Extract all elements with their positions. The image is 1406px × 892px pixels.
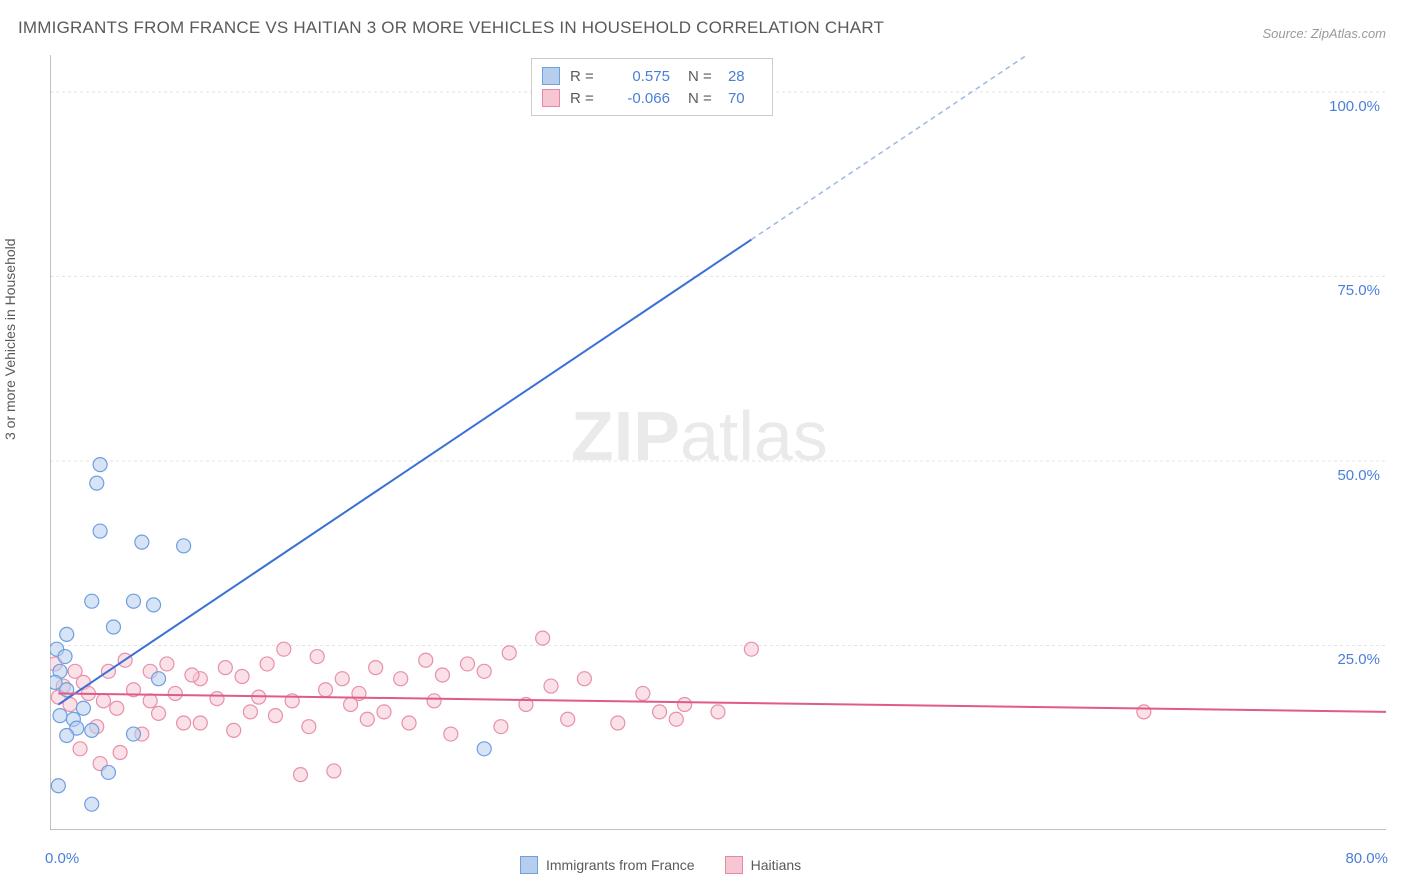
n-label: N = [688,90,718,107]
legend-swatch [542,89,560,107]
legend-row: R = 0.575 N = 28 [542,65,762,87]
plot-area: ZIPatlas 25.0%50.0%75.0%100.0% R =0.575N… [50,55,1386,830]
n-value: 28 [728,68,762,85]
x-axis-min-label: 0.0% [45,850,79,867]
r-label: R = [570,68,598,85]
n-value: 70 [728,90,762,107]
bottom-legend-item: Immigrants from France [520,856,695,874]
x-axis-max-label: 80.0% [1345,850,1388,867]
legend-label: Haitians [751,857,802,873]
legend-swatch [725,856,743,874]
r-value: 0.575 [608,68,670,85]
bottom-legend-item: Haitians [725,856,802,874]
bottom-legend: Immigrants from France Haitians [520,856,801,874]
chart-title: IMMIGRANTS FROM FRANCE VS HAITIAN 3 OR M… [18,18,884,38]
legend-label: Immigrants from France [546,857,695,873]
n-label: N = [688,68,718,85]
y-axis-label: 3 or more Vehicles in Household [2,238,18,440]
legend-swatch [542,67,560,85]
source-attribution: Source: ZipAtlas.com [1262,26,1386,41]
chart-svg [50,55,1386,830]
legend-row: R = -0.066 N = 70 [542,87,762,109]
y-tick-label: 100.0% [1329,98,1380,115]
r-value: -0.066 [608,90,670,107]
y-tick-label: 75.0% [1337,282,1380,299]
legend-swatch [520,856,538,874]
top-legend-box: R = 0.575 N = 28 R = -0.066 N = 70 [531,58,773,116]
y-tick-label: 25.0% [1337,651,1380,668]
chart-container: IMMIGRANTS FROM FRANCE VS HAITIAN 3 OR M… [0,0,1406,892]
y-tick-label: 50.0% [1337,467,1380,484]
r-label: R = [570,90,598,107]
